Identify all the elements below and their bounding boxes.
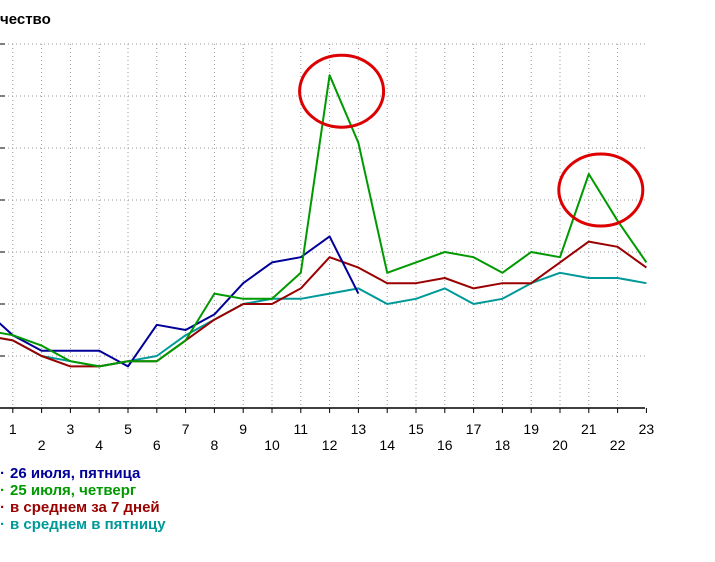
series-line-3 xyxy=(0,271,647,368)
legend-item-1: · 25 июля, четверг xyxy=(0,482,166,499)
x-tick-label: 12 xyxy=(322,437,338,453)
x-tick-label: 20 xyxy=(552,437,568,453)
series-line-0 xyxy=(0,235,360,368)
x-tick-label: 3 xyxy=(67,421,75,437)
x-tick-label: 17 xyxy=(466,421,482,437)
x-tick-label: 6 xyxy=(153,437,161,453)
legend-bullet: · xyxy=(0,465,5,482)
x-tick-label: 15 xyxy=(408,421,424,437)
x-axis-ticks: 1 3 5 7 9 11 13 15 17 19 21 232 4 6 8 10 12 14 16 18 20 22 xyxy=(9,408,654,453)
legend-label: 25 июля, четверг xyxy=(10,482,137,499)
x-tick-label: 10 xyxy=(264,437,280,453)
legend-label: в среднем за 7 дней xyxy=(10,499,160,516)
legend-label: в среднем в пятницу xyxy=(10,516,166,533)
legend-item-3: · в среднем в пятницу xyxy=(0,516,166,533)
x-tick-label: 8 xyxy=(211,437,219,453)
legend-bullet: · xyxy=(0,482,5,499)
chart-annotations xyxy=(298,53,645,228)
legend-label: 26 июля, пятница xyxy=(10,465,141,482)
x-tick-label: 22 xyxy=(610,437,626,453)
x-tick-label: 1 xyxy=(9,421,17,437)
legend-item-0: · 26 июля, пятница xyxy=(0,465,166,482)
x-tick-label: 2 xyxy=(38,437,46,453)
highlight-circle xyxy=(557,152,645,228)
legend-bullet: · xyxy=(0,499,5,516)
x-tick-label: 18 xyxy=(495,437,511,453)
x-tick-label: 9 xyxy=(239,421,247,437)
x-tick-label: 19 xyxy=(523,421,539,437)
x-tick-label: 16 xyxy=(437,437,453,453)
x-tick-label: 21 xyxy=(581,421,597,437)
x-tick-label: 14 xyxy=(379,437,395,453)
x-tick-label: 11 xyxy=(294,421,309,437)
legend-item-2: · в среднем за 7 дней xyxy=(0,499,166,516)
x-tick-label: 13 xyxy=(351,421,367,437)
chart-title: чество xyxy=(0,11,51,28)
series-line-1 xyxy=(0,74,648,368)
chart-legend: · 26 июля, пятница · 25 июля, четверг · в с… xyxy=(0,465,166,533)
x-tick-label: 23 xyxy=(639,421,655,437)
x-tick-label: 5 xyxy=(124,421,132,437)
chart-axes xyxy=(0,43,645,409)
x-tick-label: 7 xyxy=(182,421,190,437)
highlight-circle xyxy=(298,53,386,129)
chart-grid xyxy=(0,43,645,408)
line-chart: чество 1 3 5 7 9 11 13 15 17 19 21 232 4 6 8 10 12 14 16 18… xyxy=(0,11,654,453)
x-tick-label: 4 xyxy=(95,437,103,453)
legend-bullet: · xyxy=(0,516,5,533)
chart-series xyxy=(0,74,648,368)
